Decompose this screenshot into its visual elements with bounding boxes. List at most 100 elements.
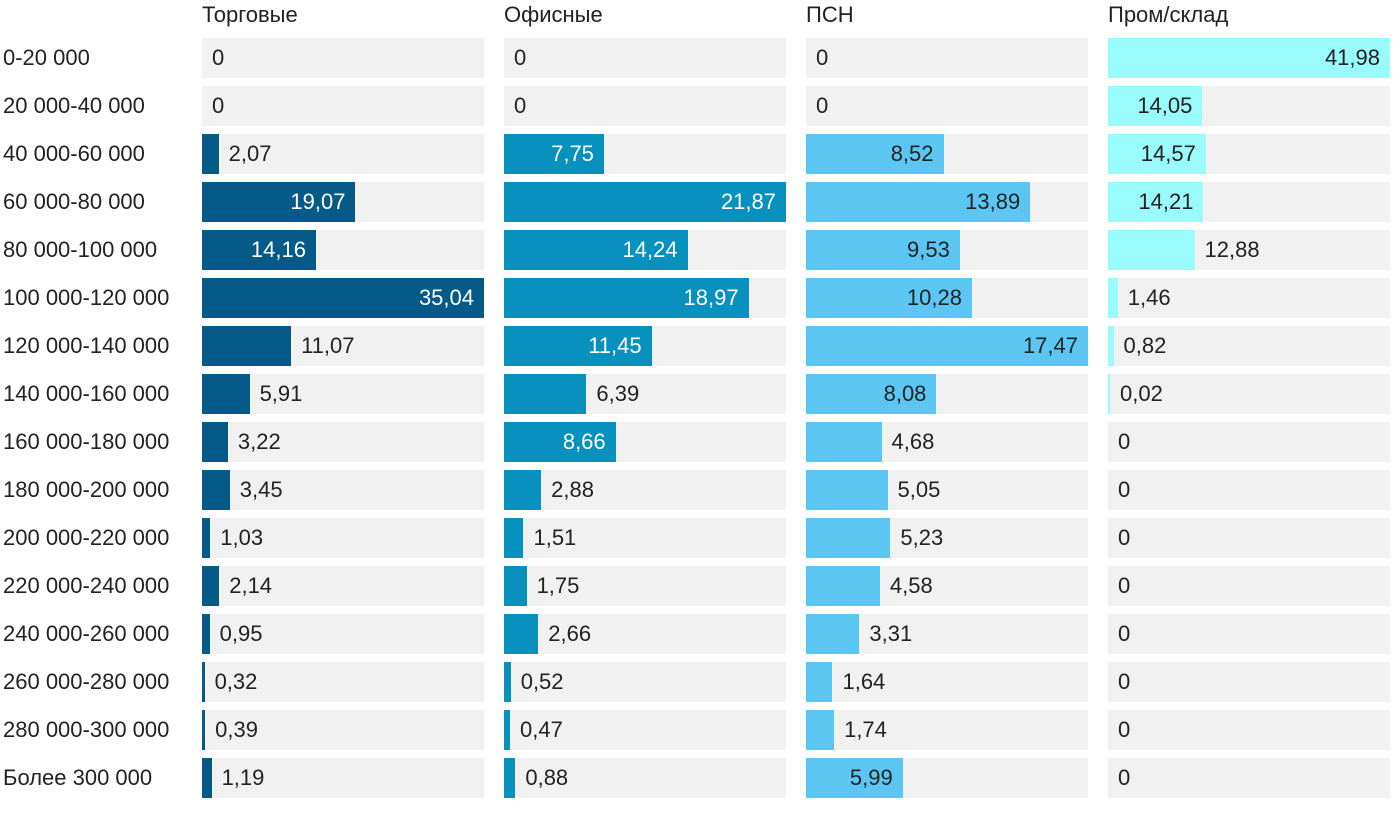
bar-track: 0	[202, 38, 484, 78]
bar-track: 13,89	[806, 182, 1088, 222]
data-label: 2,66	[548, 621, 592, 646]
data-label: 4,58	[889, 573, 933, 598]
data-label: 2,07	[228, 141, 272, 166]
bar-track: 0	[806, 86, 1088, 126]
bar	[202, 758, 212, 798]
bar-track: 0,32	[202, 662, 484, 702]
bar	[1108, 374, 1110, 414]
bar	[806, 374, 937, 414]
bar-track: 0	[1108, 518, 1390, 558]
series-title: Пром/склад	[1108, 2, 1229, 27]
data-label: 0,02	[1120, 381, 1163, 406]
bar-track: 14,57	[1108, 134, 1390, 174]
bar	[504, 758, 516, 798]
data-label: 0	[1118, 621, 1131, 646]
bar	[806, 614, 860, 654]
category-label: 140 000-160 000	[3, 381, 170, 406]
bar-track: 41,98	[1108, 38, 1390, 78]
bar-track: 8,08	[806, 374, 1088, 414]
bar-track: 4,58	[806, 566, 1088, 606]
category-label: 120 000-140 000	[3, 333, 170, 358]
bar	[504, 182, 786, 222]
data-label: 1,75	[536, 573, 580, 598]
bar-track: 0	[202, 86, 484, 126]
bar-track: 10,28	[806, 278, 1088, 318]
bar	[504, 278, 749, 318]
bar-track: 0,47	[504, 710, 786, 750]
series-title: ПСН	[806, 2, 854, 27]
bar-track: 2,14	[202, 566, 484, 606]
bar	[806, 182, 1031, 222]
category-label: 280 000-300 000	[3, 717, 170, 742]
bar	[1108, 326, 1114, 366]
category-label: 20 000-40 000	[3, 93, 145, 118]
bar	[504, 566, 527, 606]
bar-track: 35,04	[202, 278, 484, 318]
bar-track: 14,05	[1108, 86, 1390, 126]
bar	[202, 614, 210, 654]
bar	[806, 662, 833, 702]
data-label: 12,88	[1204, 237, 1260, 262]
bar	[504, 710, 511, 750]
bar-track: 3,22	[202, 422, 484, 462]
data-label: 0	[514, 45, 527, 70]
data-label: 11,07	[301, 333, 355, 358]
bar-track: 0	[1108, 662, 1390, 702]
bar	[504, 230, 688, 270]
bar	[202, 230, 316, 270]
bar-track: 1,75	[504, 566, 786, 606]
data-label: 11,45	[588, 333, 642, 358]
bar	[202, 470, 230, 510]
bar-track: 0	[1108, 566, 1390, 606]
bar-track: 9,53	[806, 230, 1088, 270]
bar-track: 0	[1108, 422, 1390, 462]
data-label: 1,46	[1127, 285, 1171, 310]
bar	[202, 518, 211, 558]
bar-track: 0	[806, 38, 1088, 78]
bar	[806, 422, 882, 462]
data-label: 14,21	[1138, 189, 1194, 214]
bar	[806, 134, 944, 174]
data-label: 10,28	[906, 285, 962, 310]
data-label: 5,05	[897, 477, 941, 502]
data-label: 35,04	[418, 285, 474, 310]
bar-track: 11,45	[504, 326, 786, 366]
bar-track: 5,99	[806, 758, 1088, 798]
bar	[806, 230, 960, 270]
data-label: 1,64	[842, 669, 886, 694]
bar	[806, 710, 835, 750]
bar	[1108, 134, 1206, 174]
data-label: 14,24	[622, 237, 678, 262]
category-label: Более 300 000	[3, 765, 153, 790]
bar-track: 19,07	[202, 182, 484, 222]
data-label: 3,22	[237, 429, 281, 454]
bar	[504, 374, 587, 414]
bar	[504, 134, 604, 174]
data-label: 9,53	[907, 237, 950, 262]
data-label: 14,05	[1137, 93, 1193, 118]
category-label: 100 000-120 000	[3, 285, 170, 310]
data-label: 18,97	[683, 285, 739, 310]
data-label: 1,74	[844, 717, 887, 742]
bar	[202, 662, 205, 702]
data-label: 3,45	[239, 477, 283, 502]
data-label: 0	[816, 93, 829, 118]
bar	[504, 470, 542, 510]
bar-track: 1,51	[504, 518, 786, 558]
bar-track: 0	[504, 86, 786, 126]
category-label: 260 000-280 000	[3, 669, 170, 694]
category-label: 0-20 000	[3, 45, 90, 70]
bar-track: 0	[1108, 758, 1390, 798]
bar-track: 14,21	[1108, 182, 1390, 222]
bar	[202, 374, 250, 414]
bar-track: 7,75	[504, 134, 786, 174]
category-label: 220 000-240 000	[3, 573, 170, 598]
data-label: 19,07	[290, 189, 346, 214]
category-label: 60 000-80 000	[3, 189, 145, 214]
category-label: 80 000-100 000	[3, 237, 158, 262]
data-label: 0	[1118, 765, 1131, 790]
bar	[202, 134, 219, 174]
bar-track: 12,88	[1108, 230, 1390, 270]
data-label: 0,47	[520, 717, 563, 742]
